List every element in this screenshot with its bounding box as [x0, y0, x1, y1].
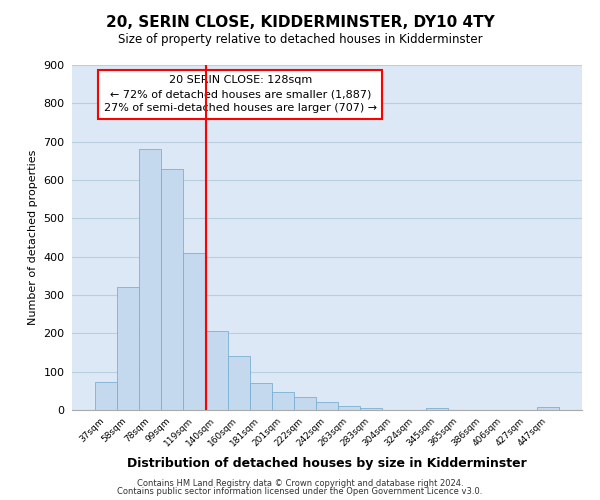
Text: Contains public sector information licensed under the Open Government Licence v3: Contains public sector information licen…: [118, 487, 482, 496]
Text: 20 SERIN CLOSE: 128sqm
← 72% of detached houses are smaller (1,887)
27% of semi-: 20 SERIN CLOSE: 128sqm ← 72% of detached…: [104, 76, 377, 114]
Bar: [537, 408, 559, 410]
Bar: [227, 356, 250, 410]
Bar: [338, 406, 360, 410]
Bar: [206, 330, 227, 410]
Bar: [117, 288, 139, 410]
Bar: [139, 150, 161, 410]
Text: 20, SERIN CLOSE, KIDDERMINSTER, DY10 4TY: 20, SERIN CLOSE, KIDDERMINSTER, DY10 4TY: [106, 15, 494, 30]
Bar: [250, 383, 272, 410]
Text: Contains HM Land Registry data © Crown copyright and database right 2024.: Contains HM Land Registry data © Crown c…: [137, 478, 463, 488]
Text: Size of property relative to detached houses in Kidderminster: Size of property relative to detached ho…: [118, 32, 482, 46]
Bar: [184, 253, 206, 410]
Bar: [294, 396, 316, 410]
Bar: [427, 408, 448, 410]
Bar: [272, 392, 294, 410]
Bar: [95, 382, 117, 410]
Y-axis label: Number of detached properties: Number of detached properties: [28, 150, 38, 325]
Bar: [161, 168, 184, 410]
Bar: [316, 402, 338, 410]
Bar: [360, 408, 382, 410]
X-axis label: Distribution of detached houses by size in Kidderminster: Distribution of detached houses by size …: [127, 456, 527, 469]
